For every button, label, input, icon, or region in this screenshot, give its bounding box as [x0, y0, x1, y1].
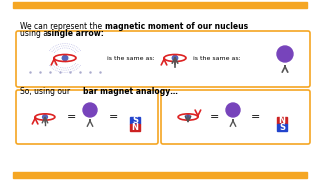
Text: N: N: [132, 123, 139, 132]
Text: S: S: [279, 123, 285, 132]
Text: =: =: [251, 112, 261, 122]
FancyBboxPatch shape: [16, 31, 310, 87]
Text: single arrow:: single arrow:: [47, 29, 104, 38]
FancyBboxPatch shape: [16, 90, 158, 144]
Circle shape: [63, 55, 67, 59]
Text: =: =: [108, 112, 118, 122]
Circle shape: [83, 103, 97, 117]
Circle shape: [174, 56, 178, 60]
Text: We can represent the: We can represent the: [20, 22, 105, 31]
Circle shape: [44, 115, 47, 119]
Circle shape: [43, 115, 46, 119]
Text: =: =: [210, 112, 220, 122]
Bar: [277, 117, 287, 124]
Circle shape: [186, 115, 189, 119]
Circle shape: [44, 115, 47, 119]
Circle shape: [64, 56, 68, 60]
Circle shape: [63, 56, 67, 60]
Text: So, using our: So, using our: [20, 87, 73, 96]
Circle shape: [187, 115, 190, 119]
Circle shape: [62, 56, 66, 60]
Text: magnetic moment of our nucleus: magnetic moment of our nucleus: [105, 22, 248, 31]
Bar: [13, 2, 307, 8]
Circle shape: [186, 115, 190, 118]
Text: S: S: [132, 116, 138, 125]
Circle shape: [44, 116, 47, 120]
Bar: [277, 124, 287, 131]
Circle shape: [173, 56, 177, 60]
Circle shape: [173, 55, 177, 59]
Text: N: N: [278, 116, 285, 125]
Bar: [13, 172, 307, 178]
Text: =: =: [67, 112, 77, 122]
Circle shape: [63, 57, 67, 61]
Circle shape: [172, 56, 176, 60]
FancyBboxPatch shape: [161, 90, 310, 144]
Bar: [130, 117, 140, 124]
Text: using a: using a: [20, 29, 50, 38]
Text: is the same as:: is the same as:: [107, 55, 155, 60]
Circle shape: [44, 115, 47, 118]
Circle shape: [186, 116, 190, 120]
Text: bar magnet analogy…: bar magnet analogy…: [83, 87, 178, 96]
Circle shape: [186, 115, 190, 119]
Circle shape: [226, 103, 240, 117]
Bar: [130, 124, 140, 131]
Circle shape: [277, 46, 293, 62]
Text: is the same as:: is the same as:: [193, 55, 241, 60]
Circle shape: [173, 57, 177, 61]
